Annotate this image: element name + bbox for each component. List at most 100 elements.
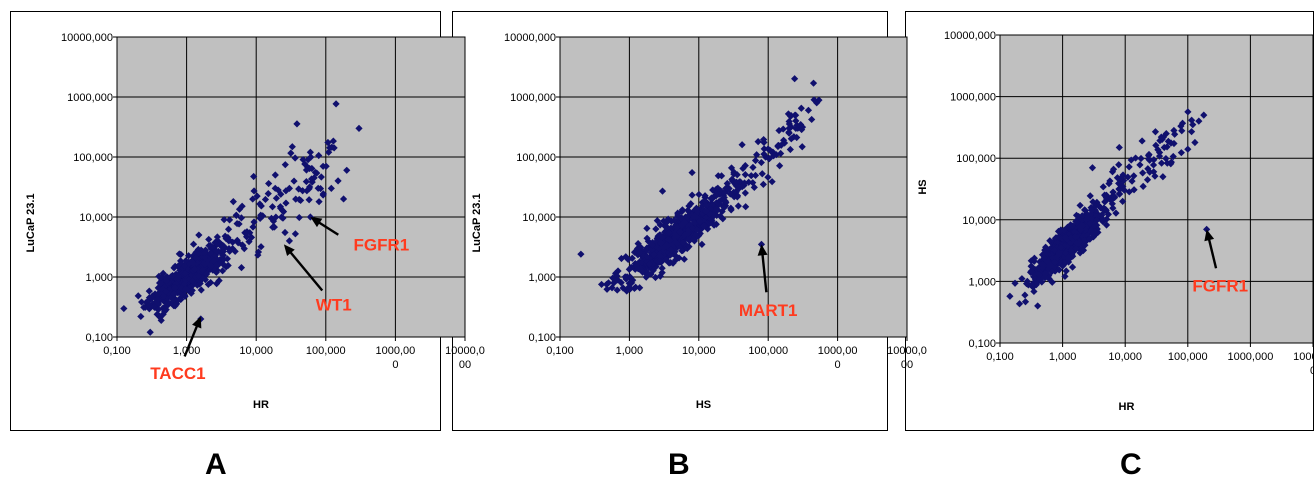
data-point bbox=[1112, 209, 1120, 217]
data-point bbox=[181, 269, 189, 277]
data-point bbox=[1125, 188, 1133, 196]
data-point bbox=[1156, 137, 1164, 145]
data-point bbox=[753, 151, 761, 159]
data-point bbox=[157, 316, 165, 324]
data-point bbox=[1036, 271, 1044, 279]
x-tick-label: 1,000 bbox=[616, 345, 644, 357]
annotation-label: MART1 bbox=[739, 301, 798, 320]
data-point bbox=[1189, 121, 1197, 129]
data-point bbox=[218, 267, 227, 275]
data-point bbox=[769, 152, 778, 160]
data-point bbox=[250, 172, 258, 181]
data-point bbox=[758, 170, 766, 178]
data-point bbox=[246, 229, 254, 237]
data-point bbox=[261, 195, 270, 204]
data-point bbox=[207, 278, 215, 287]
data-point bbox=[685, 243, 693, 251]
data-point bbox=[169, 295, 178, 303]
data-point bbox=[785, 117, 793, 126]
data-point bbox=[1028, 268, 1036, 276]
data-point bbox=[189, 240, 198, 248]
annotation-label: FGFR1 bbox=[353, 235, 409, 254]
data-point bbox=[1034, 302, 1042, 310]
data-point bbox=[189, 277, 197, 285]
x-tick-label: 10000,0 00 bbox=[887, 345, 927, 371]
x-tick-label: 1000,000 bbox=[1227, 351, 1273, 363]
y-tick-label: 1,000 bbox=[85, 272, 113, 284]
data-point bbox=[1028, 263, 1036, 271]
data-point bbox=[192, 248, 200, 256]
annotation-arrow bbox=[183, 321, 200, 357]
data-point bbox=[650, 251, 658, 259]
data-point bbox=[293, 120, 301, 128]
data-point bbox=[1170, 126, 1178, 135]
data-point bbox=[182, 257, 190, 265]
data-point bbox=[238, 241, 247, 249]
data-point bbox=[197, 286, 205, 294]
data-point bbox=[241, 229, 249, 237]
data-point bbox=[675, 254, 683, 262]
data-point bbox=[1073, 239, 1081, 247]
data-point bbox=[290, 177, 298, 185]
data-point bbox=[652, 225, 660, 233]
data-point bbox=[1022, 279, 1031, 288]
data-point bbox=[162, 287, 170, 296]
data-point bbox=[623, 287, 631, 295]
data-point bbox=[1048, 267, 1056, 276]
data-point bbox=[279, 214, 287, 222]
data-point bbox=[658, 268, 666, 277]
data-point bbox=[1031, 269, 1039, 278]
data-point bbox=[1061, 257, 1069, 265]
data-point bbox=[787, 135, 795, 143]
data-point bbox=[658, 264, 666, 272]
data-point bbox=[636, 248, 644, 257]
data-point bbox=[727, 206, 735, 214]
data-point bbox=[791, 75, 799, 83]
data-point bbox=[680, 255, 688, 263]
data-point bbox=[282, 199, 290, 207]
data-point bbox=[1124, 173, 1132, 181]
data-point bbox=[631, 260, 639, 268]
data-point bbox=[235, 205, 244, 213]
plot-area bbox=[559, 36, 908, 338]
data-point bbox=[1107, 196, 1115, 205]
data-point bbox=[1077, 226, 1085, 234]
data-point bbox=[1073, 219, 1081, 227]
data-point bbox=[188, 258, 197, 267]
data-point bbox=[643, 234, 651, 242]
data-point bbox=[137, 312, 145, 321]
data-point bbox=[628, 279, 636, 287]
data-point bbox=[1113, 174, 1122, 182]
data-point bbox=[237, 214, 245, 222]
data-point bbox=[757, 158, 765, 167]
data-point bbox=[1109, 204, 1117, 212]
data-point bbox=[670, 216, 678, 224]
data-point bbox=[1076, 201, 1084, 210]
data-point bbox=[306, 148, 314, 156]
data-point bbox=[608, 284, 616, 292]
data-point bbox=[754, 138, 762, 146]
data-point bbox=[172, 280, 180, 288]
data-point bbox=[315, 198, 323, 206]
data-point bbox=[696, 217, 704, 225]
data-point bbox=[715, 190, 723, 198]
data-point bbox=[702, 207, 710, 215]
data-point bbox=[196, 279, 204, 287]
y-axis-label: HS bbox=[917, 179, 929, 194]
data-point bbox=[663, 218, 671, 226]
data-point bbox=[285, 184, 294, 192]
x-tick-label: 10,000 bbox=[1108, 351, 1142, 363]
data-point bbox=[659, 244, 667, 252]
data-point bbox=[171, 284, 179, 292]
data-point bbox=[272, 194, 281, 202]
data-point bbox=[1145, 150, 1153, 159]
data-point bbox=[1032, 281, 1040, 289]
data-point bbox=[665, 229, 673, 237]
data-point bbox=[1021, 298, 1030, 306]
data-point bbox=[339, 195, 348, 203]
data-point bbox=[1041, 269, 1050, 278]
data-point bbox=[172, 270, 180, 278]
data-point bbox=[317, 173, 325, 181]
data-point bbox=[1042, 243, 1050, 251]
data-point bbox=[212, 268, 220, 276]
